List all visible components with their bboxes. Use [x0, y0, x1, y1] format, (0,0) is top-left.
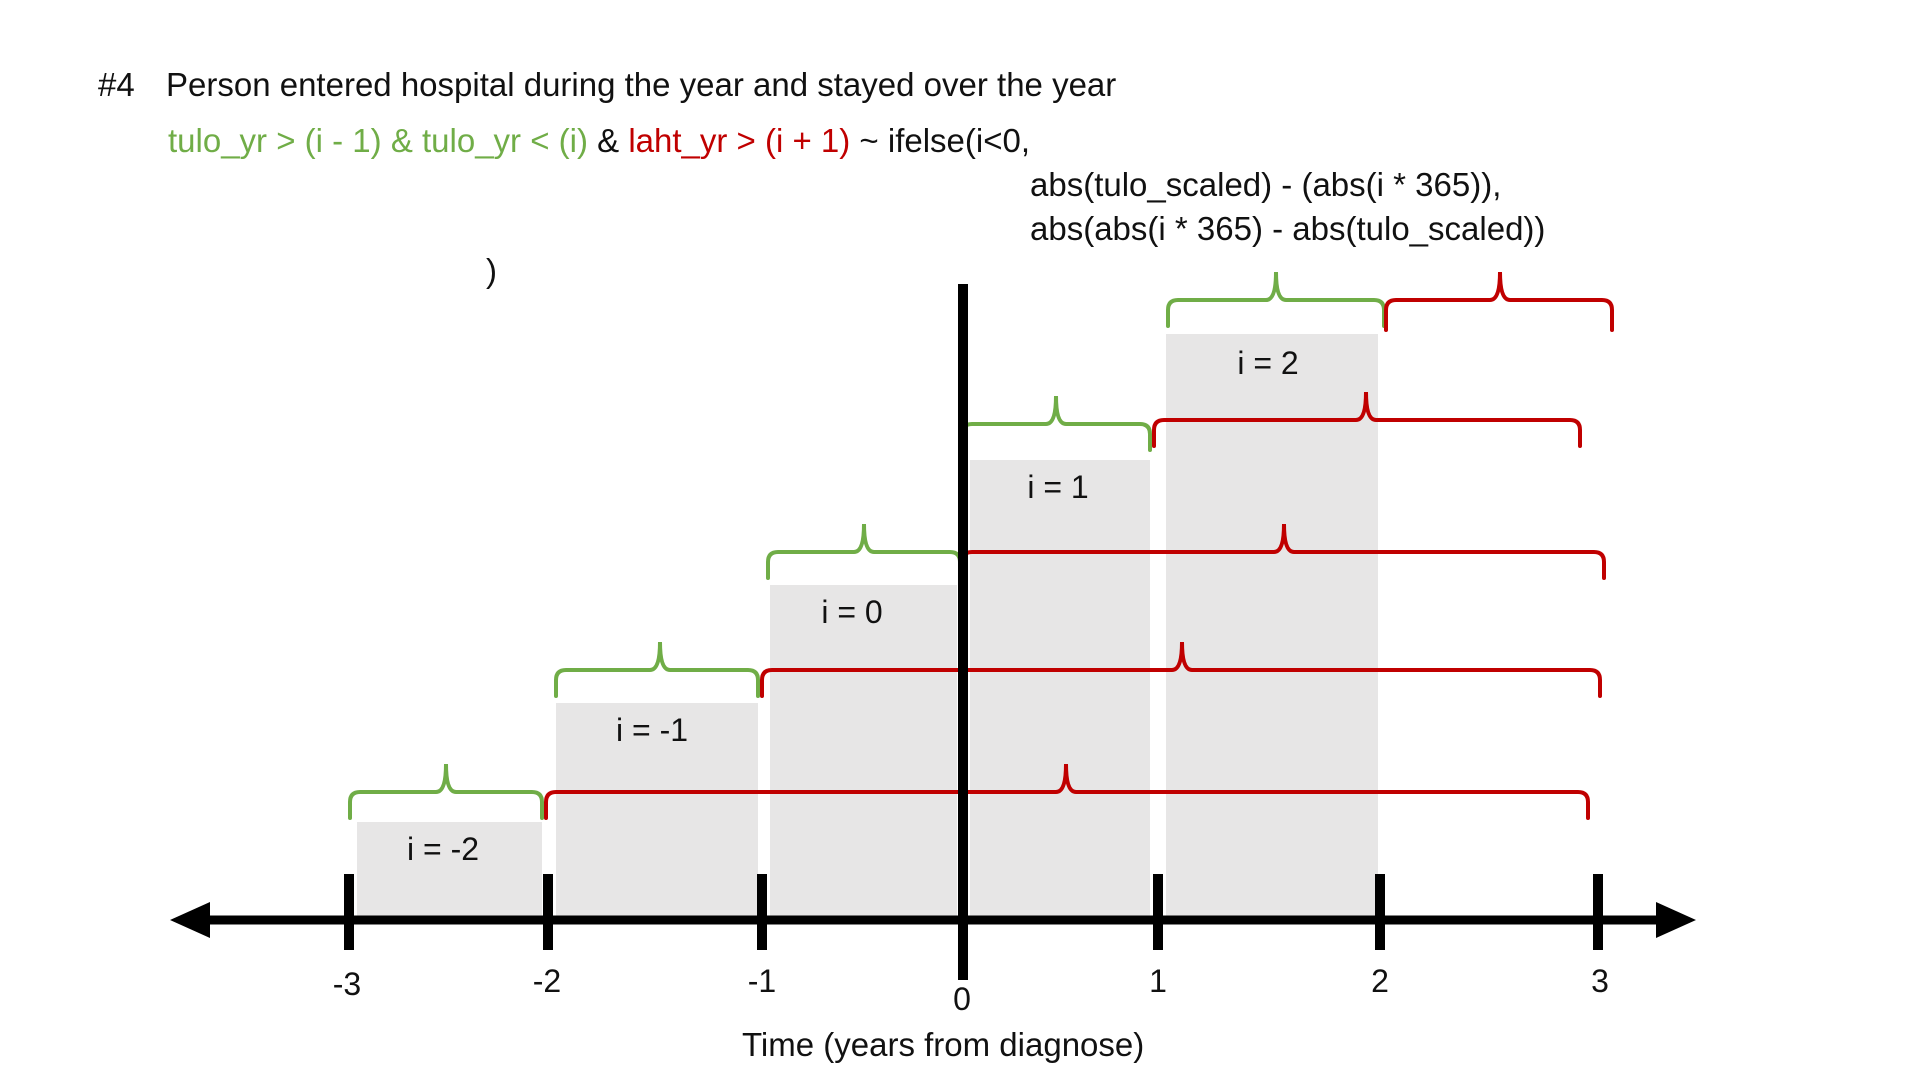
red-brace-i-1	[1152, 391, 1582, 448]
green-brace-i-2	[1166, 271, 1386, 328]
formula-green-part: tulo_yr > (i - 1) & tulo_yr < (i)	[168, 122, 588, 159]
header-number: #4	[98, 66, 135, 103]
tick-label-2: -1	[748, 963, 776, 999]
axis-arrow-left	[170, 902, 210, 938]
tick-label-6: 3	[1591, 963, 1609, 999]
block-label-4: i = 2	[1237, 345, 1298, 381]
tick-label-5: 2	[1371, 963, 1389, 999]
block-label-3: i = 1	[1027, 469, 1088, 505]
header-title: Person entered hospital during the year …	[166, 66, 1117, 103]
formula-close-paren: )	[486, 252, 497, 289]
formula-tail: ~ ifelse(i<0,	[850, 122, 1031, 159]
tick-label-1: -2	[533, 963, 561, 999]
green-brace-i-minus-2	[348, 763, 544, 820]
block-4	[1166, 334, 1378, 920]
red-brace-i-minus-1	[760, 641, 1602, 698]
axis-arrow-right	[1656, 902, 1696, 938]
red-brace-i-2	[1384, 271, 1614, 332]
tick-label-3: 0	[953, 981, 971, 1017]
block-label-0: i = -2	[407, 831, 479, 867]
block-2	[770, 585, 957, 920]
formula-line-2: abs(tulo_scaled) - (abs(i * 365)),	[1030, 166, 1502, 203]
block-3	[970, 460, 1150, 920]
formula-ampersand: &	[587, 122, 629, 159]
formula-line: tulo_yr > (i - 1) & tulo_yr < (i) & laht…	[168, 122, 1030, 160]
axis-label: Time (years from diagnose)	[742, 1026, 1145, 1063]
tick-label-0: -3	[333, 966, 361, 1002]
formula-line-3: abs(abs(i * 365) - abs(tulo_scaled))	[1030, 210, 1546, 247]
red-brace-i-minus-2	[544, 763, 1590, 820]
green-brace-i-0	[766, 523, 962, 580]
block-0	[357, 822, 542, 920]
green-brace-i-1	[960, 395, 1152, 452]
green-brace-i-minus-1	[554, 641, 760, 698]
tick-label-4: 1	[1149, 963, 1167, 999]
block-1	[556, 703, 758, 920]
block-label-1: i = -1	[616, 712, 688, 748]
formula-red-part: laht_yr > (i + 1)	[628, 122, 851, 159]
block-label-2: i = 0	[821, 594, 882, 630]
